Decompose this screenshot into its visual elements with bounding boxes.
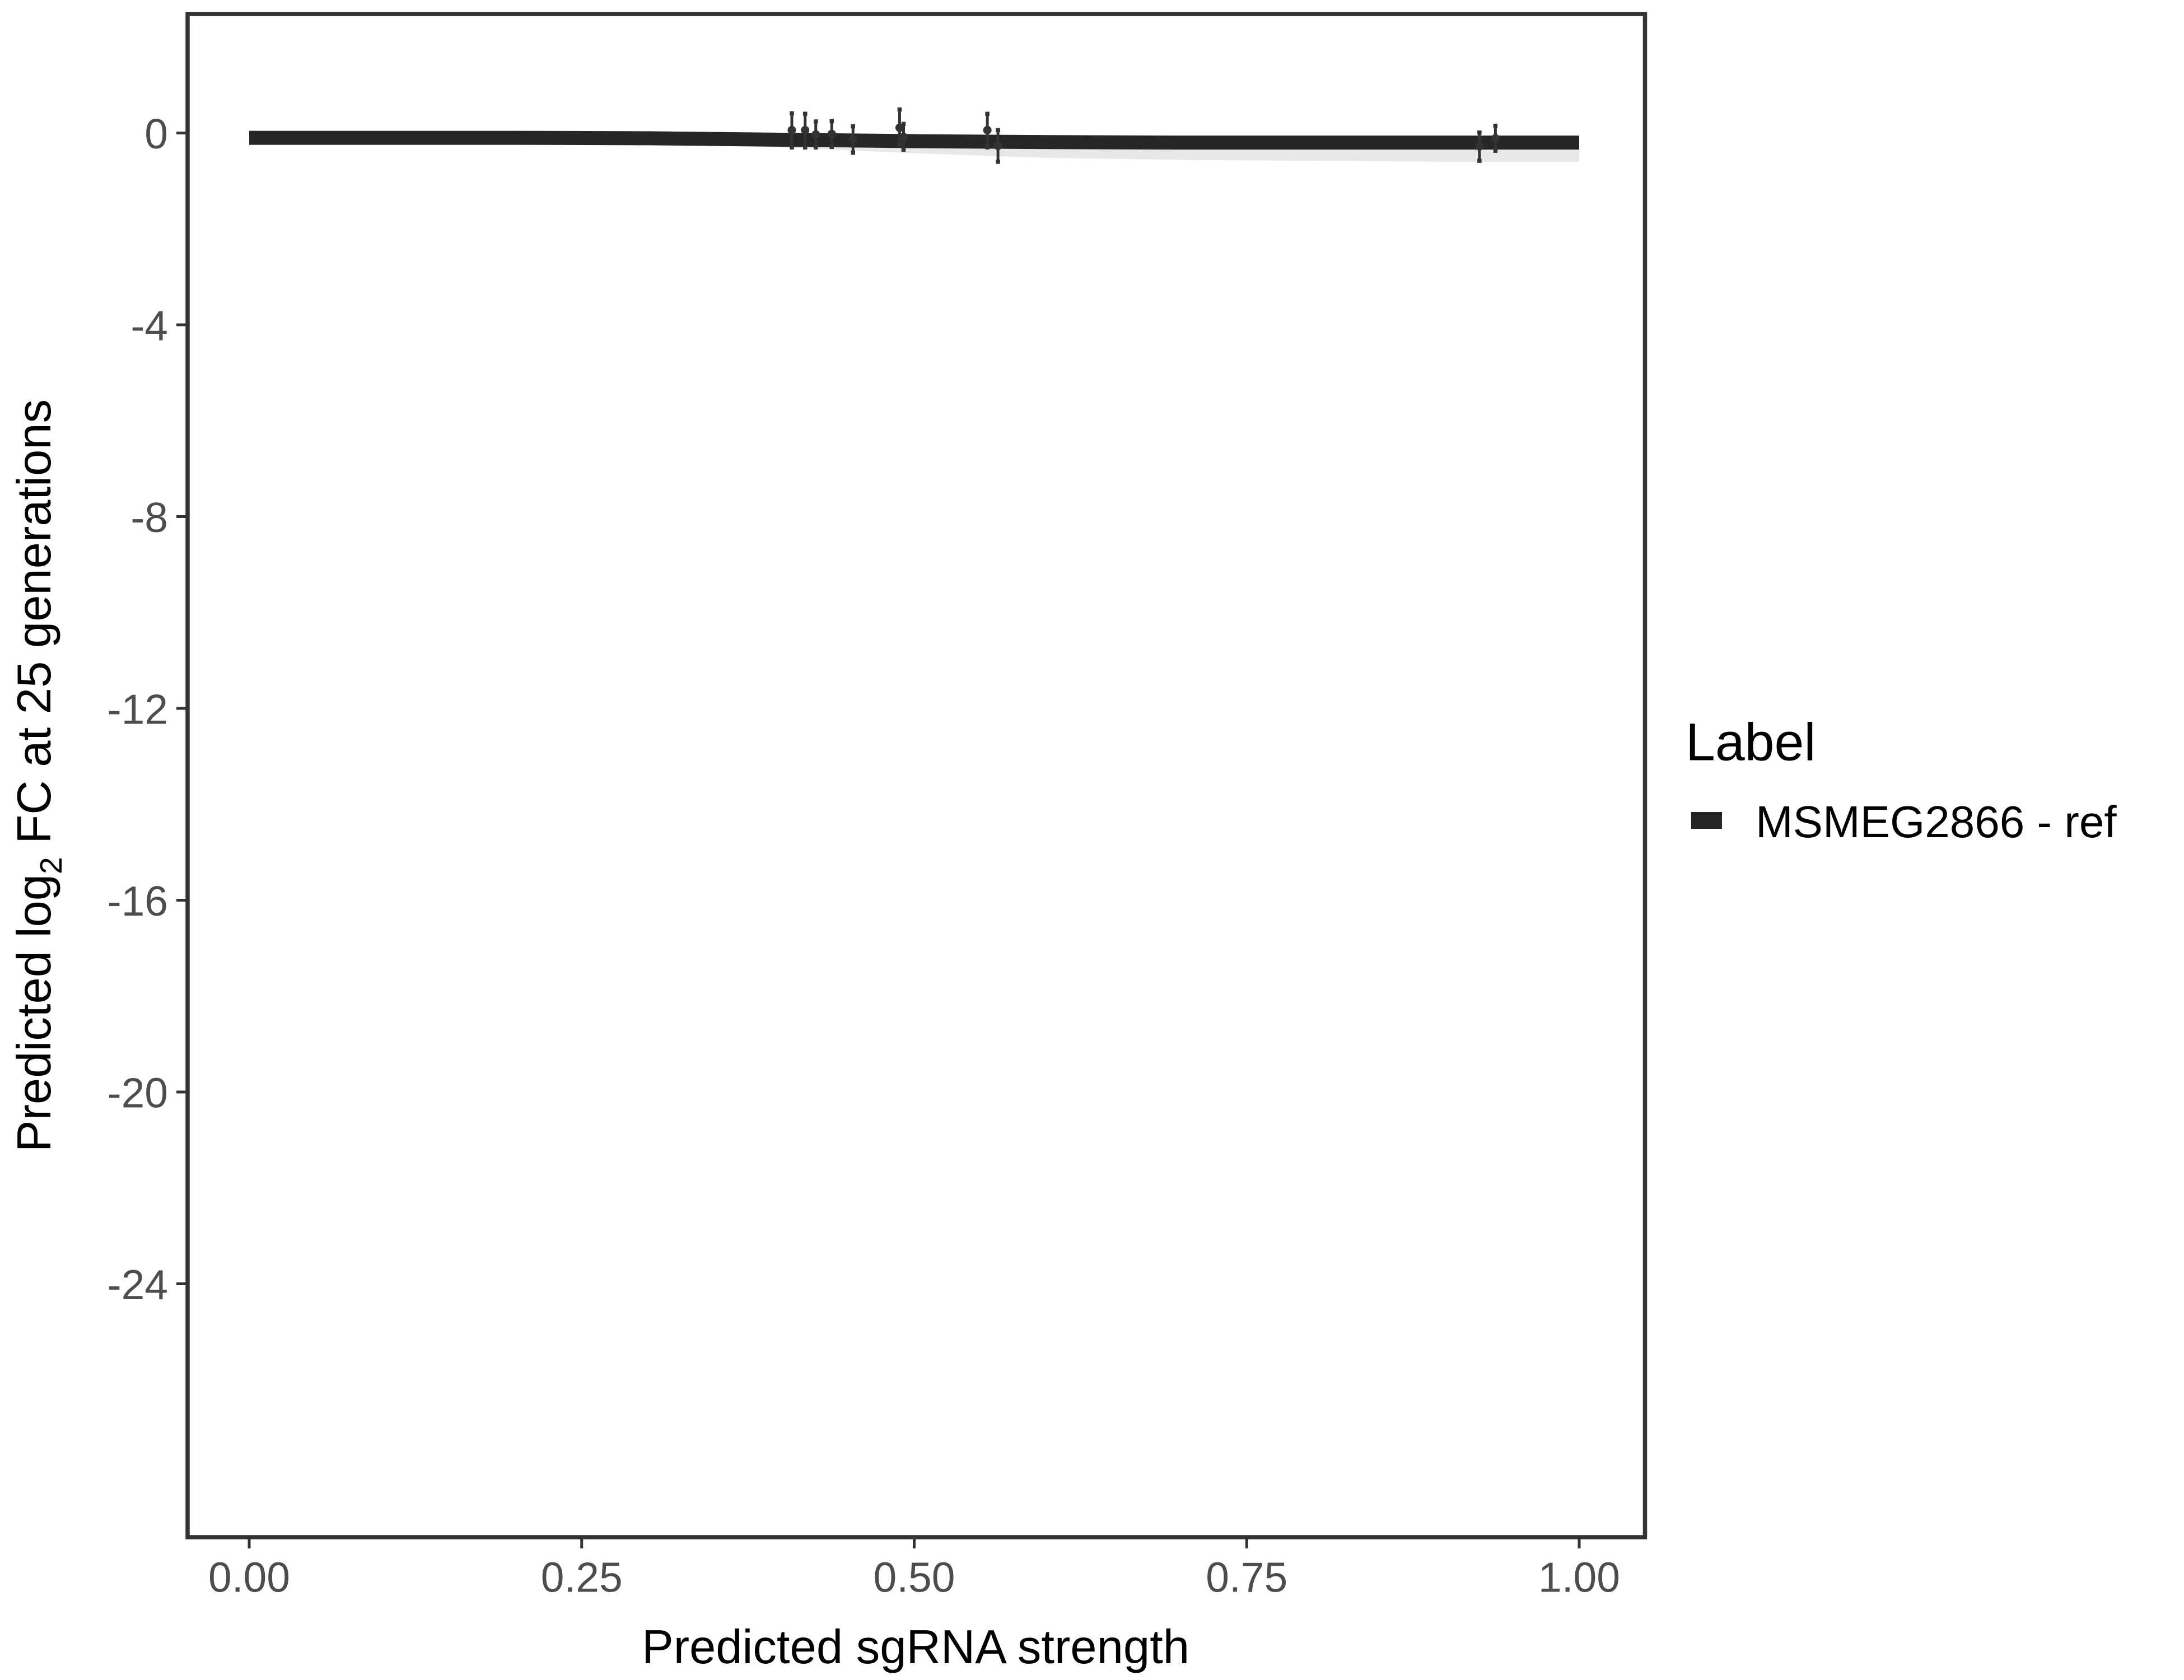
plot-panel-border — [185, 12, 1648, 1539]
points-layer — [787, 107, 1500, 164]
x-tick-label: 0.75 — [1206, 1554, 1287, 1601]
data-point — [1491, 134, 1500, 143]
error-bar-cap — [1493, 148, 1498, 153]
error-bar-cap — [897, 143, 902, 147]
y-tick-label: -20 — [108, 1070, 168, 1117]
fit-line — [249, 130, 1579, 150]
error-bar-cap — [901, 147, 906, 152]
legend-title: Label — [1686, 713, 1816, 772]
error-bar-cap — [985, 111, 990, 116]
data-point — [801, 125, 810, 134]
error-bar-cap — [790, 145, 794, 150]
x-axis: 0.00 0.25 0.50 0.75 1.00 — [208, 1537, 1620, 1601]
legend: Label MSMEG2866 - ref — [1686, 713, 2117, 847]
error-bar-cap — [1477, 158, 1482, 163]
y-tick-label: 0 — [144, 110, 168, 157]
data-point — [787, 125, 796, 134]
y-tick-label: -24 — [108, 1261, 168, 1308]
data-point — [827, 129, 836, 138]
y-tick-label: -16 — [108, 878, 168, 925]
error-bar-cap — [897, 107, 902, 112]
data-point — [983, 125, 992, 134]
x-tick-label: 1.00 — [1538, 1554, 1620, 1601]
error-bar-cap — [901, 122, 906, 126]
error-bar-cap — [985, 145, 990, 150]
error-bar-cap — [814, 145, 818, 150]
error-bar-cap — [829, 144, 834, 150]
error-bar-cap — [996, 160, 1000, 164]
error-bar-cap — [996, 128, 1000, 133]
error-bar-cap — [803, 111, 808, 116]
error-bar-cap — [829, 119, 834, 123]
error-bar-cap — [814, 119, 818, 124]
data-point — [899, 132, 908, 141]
data-point — [993, 142, 1002, 151]
error-bar-cap — [851, 150, 855, 155]
y-tick-label: -12 — [108, 686, 168, 733]
data-point — [811, 130, 820, 139]
x-axis-title: Predicted sgRNA strength — [642, 1621, 1189, 1674]
legend-key-swatch — [1691, 812, 1722, 829]
error-bar-cap — [1493, 123, 1498, 128]
y-tick-label: -4 — [130, 302, 168, 349]
data-point — [1475, 142, 1484, 151]
y-axis-title: Predicted log2 FC at 25 generations — [8, 399, 68, 1152]
x-tick-label: 0.00 — [208, 1554, 290, 1601]
error-bar-cap — [1477, 130, 1482, 135]
data-point — [848, 135, 857, 144]
error-bar-cap — [790, 111, 794, 116]
legend-item-label: MSMEG2866 - ref — [1756, 797, 2117, 847]
y-tick-label: -8 — [130, 494, 168, 541]
x-tick-label: 0.50 — [874, 1554, 955, 1601]
fit-line-layer — [249, 130, 1579, 150]
x-tick-label: 0.25 — [541, 1554, 623, 1601]
error-bar-cap — [851, 124, 855, 129]
y-axis: 0 -4 -8 -12 -16 -20 -24 — [108, 110, 188, 1308]
error-bar-cap — [803, 145, 808, 150]
